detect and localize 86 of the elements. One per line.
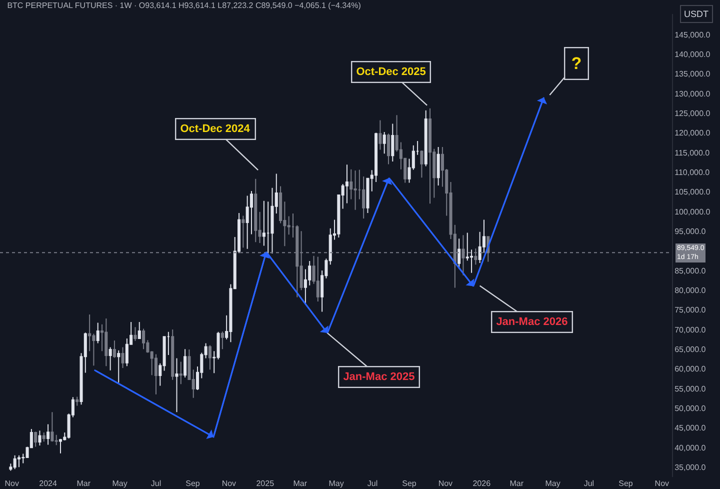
candlestick — [13, 454, 16, 470]
y-tick-label: 50,000.0 — [674, 404, 706, 413]
x-tick-label: 2025 — [256, 479, 275, 488]
candlestick — [378, 120, 382, 150]
candlestick — [171, 328, 174, 380]
y-tick-label: 130,000.0 — [674, 89, 711, 98]
x-tick-label: Jul — [584, 479, 594, 488]
candlestick — [76, 396, 79, 406]
candlestick — [382, 132, 386, 154]
x-tick-label: May — [112, 479, 128, 488]
candlestick — [104, 318, 108, 367]
y-tick-label: 70,000.0 — [674, 325, 706, 334]
y-tick-label: 95,000.0 — [674, 226, 706, 236]
candlestick — [154, 354, 158, 395]
candlestick — [458, 238, 461, 270]
candlestick — [142, 328, 146, 350]
annotation: Oct-Dec 2025 — [356, 66, 426, 78]
y-tick-label: 115,000.0 — [674, 148, 710, 158]
candlestick — [220, 330, 224, 350]
y-tick-label: 85,000.0 — [674, 266, 706, 276]
candlestick — [386, 133, 390, 165]
candlestick — [42, 432, 46, 442]
x-tick-label: Sep — [186, 479, 200, 488]
x-tick-label: 2026 — [472, 479, 492, 488]
y-tick-label: 55,000.0 — [674, 384, 706, 394]
x-tick-label: 2024 — [39, 479, 58, 488]
y-tick-label: 110,000.0 — [674, 168, 710, 177]
candlestick — [254, 178, 258, 243]
x-tick-label: May — [545, 479, 560, 488]
x-tick-label: Jul — [367, 479, 378, 488]
candlestick — [121, 346, 124, 369]
candlestick — [184, 348, 187, 378]
y-tick-label: 45,000.0 — [674, 424, 706, 433]
candlestick — [354, 170, 357, 210]
candlestick — [108, 346, 112, 371]
y-tick-label: 60,000.0 — [674, 364, 706, 374]
candlestick — [112, 340, 116, 358]
candlestick — [179, 361, 182, 385]
x-tick-label: Mar — [293, 479, 308, 488]
y-tick-label: 100,000.0 — [674, 207, 711, 216]
candlestick — [138, 322, 141, 340]
candlestick — [316, 256, 320, 302]
chart-title: BTC PERPETUAL FUTURES · 1W · O93,614.1 H93,614.1 L87,223.2 C89,549.0 −4,065.1 (−4.34%) — [7, 1, 362, 10]
annotation: ? — [571, 54, 582, 74]
candlestick — [436, 146, 440, 186]
candlestick — [34, 431, 38, 448]
y-tick-label: 40,000.0 — [674, 443, 706, 452]
x-tick-label: Nov — [4, 479, 19, 488]
x-tick-label: May — [328, 479, 344, 488]
candlestick — [17, 454, 20, 468]
candlestick — [46, 424, 50, 446]
x-tick-label: Sep — [618, 479, 634, 488]
y-tick-label: 140,000.0 — [674, 50, 711, 59]
annotation: Jan-Mac 2025 — [343, 371, 415, 384]
x-tick-label: Nov — [654, 479, 670, 488]
candlestick — [134, 326, 137, 342]
annotation: Oct-Dec 2024 — [180, 123, 251, 136]
y-tick-label: 35,000.0 — [674, 462, 706, 472]
candlestick — [117, 350, 120, 384]
candlestick — [424, 110, 428, 167]
y-tick-label: 135,000.0 — [674, 70, 711, 79]
y-tick-label: 120,000.0 — [674, 128, 711, 138]
y-tick-label: 145,000.0 — [674, 30, 711, 40]
y-tick-label: 75,000.0 — [674, 306, 706, 315]
y-tick-label: 65,000.0 — [674, 344, 706, 354]
y-tick-label: 80,000.0 — [674, 286, 706, 295]
x-tick-label: Sep — [402, 479, 417, 488]
candlestick — [420, 150, 424, 178]
x-tick-label: Jul — [150, 479, 162, 488]
candlestick — [242, 215, 245, 248]
candlestick — [96, 322, 100, 344]
x-tick-label: Mar — [510, 479, 524, 488]
x-tick-label: Mar — [76, 479, 91, 488]
x-tick-label: Nov — [438, 479, 453, 488]
y-tick-label: 105,000.0 — [674, 188, 711, 197]
annotation: Jan-Mac 2026 — [496, 316, 568, 328]
candlestick — [38, 430, 42, 446]
candlestick — [246, 195, 249, 250]
y-tick-label: 125,000.0 — [674, 108, 711, 118]
y-axis-title: USDT — [684, 9, 709, 19]
candlestick — [391, 123, 394, 162]
x-tick-label: Nov — [222, 479, 236, 488]
candlestick — [428, 108, 432, 204]
candlestick — [175, 358, 178, 413]
candlestick — [50, 412, 54, 442]
candlestick — [208, 344, 212, 370]
